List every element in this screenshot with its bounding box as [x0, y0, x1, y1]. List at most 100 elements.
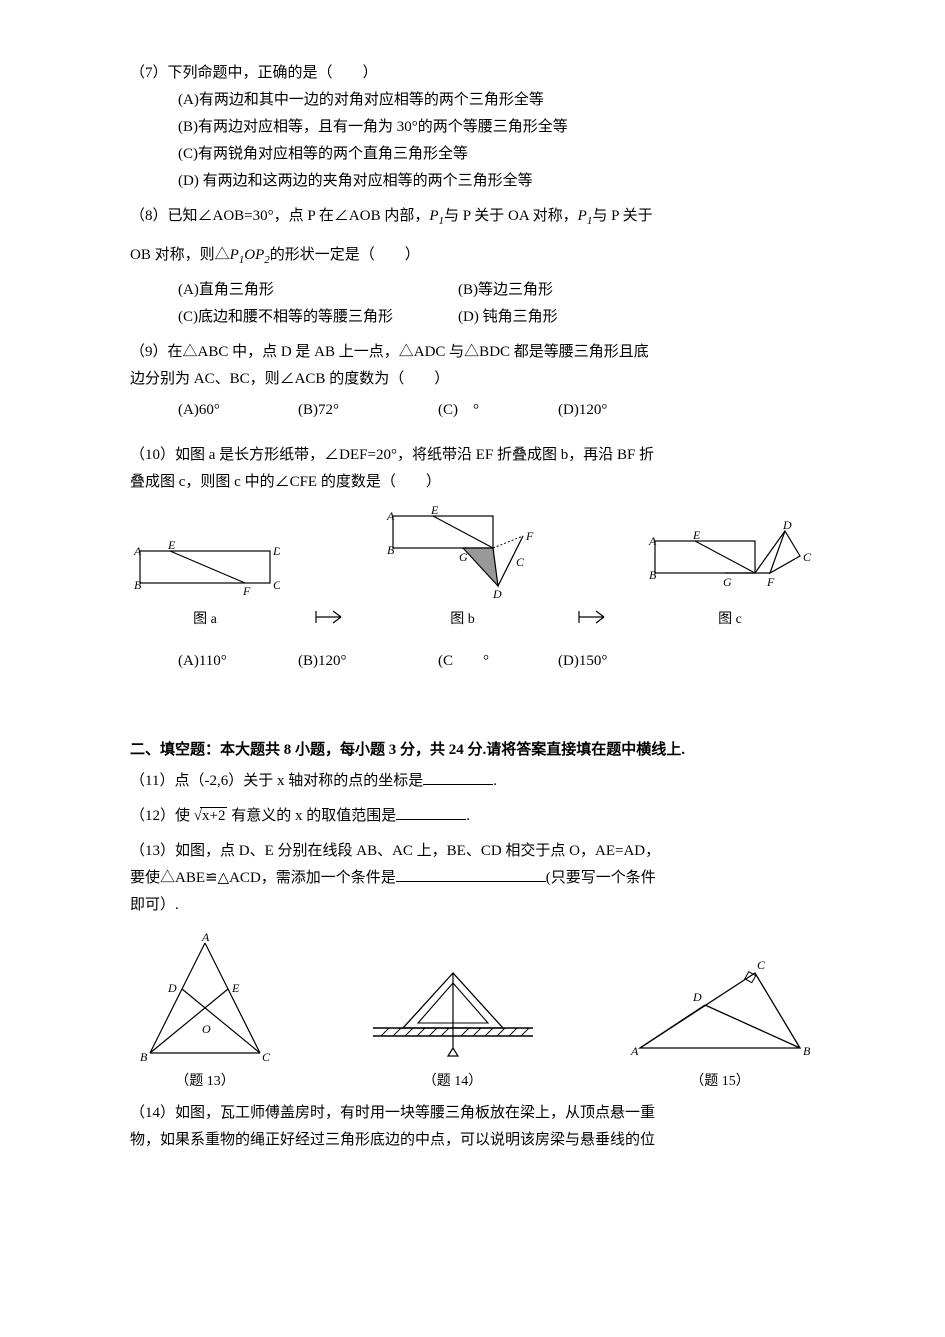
svg-text:B: B: [134, 578, 142, 592]
fig-a-label: 图 a: [130, 607, 280, 632]
q13-line2: 要使△ABE≌△ACD，需添加一个条件是(只要写一个条件: [130, 865, 815, 892]
svg-text:A: A: [648, 534, 657, 548]
q8-option-b: (B)等边三角形: [458, 277, 658, 304]
sqrt-inner: x+2: [200, 807, 227, 824]
svg-text:D: D: [692, 990, 702, 1004]
q10-option-c: (C °: [438, 648, 558, 675]
q8-line2-post: 的形状一定是（ ）: [270, 247, 420, 263]
figure-t13-svg: A D E O B C: [130, 933, 280, 1063]
fig-t15-label: （题 15）: [625, 1069, 815, 1094]
svg-text:C: C: [516, 555, 525, 569]
svg-text:A: A: [386, 509, 395, 523]
q7-option-d: (D) 有两边和这两边的夹角对应相等的两个三角形全等: [178, 168, 815, 195]
svg-text:D: D: [782, 521, 792, 532]
fig-t13-label: （题 13）: [130, 1069, 280, 1094]
q13-line3: 即可）.: [130, 892, 815, 919]
q12-blank: [396, 804, 466, 820]
svg-text:G: G: [459, 550, 468, 564]
q11-blank: [423, 769, 493, 785]
p1-var: P1: [429, 208, 444, 224]
figure-a-svg: A E D B F C: [130, 541, 280, 601]
q8-mid2: 与 P 关于: [592, 208, 652, 224]
q8-line2-pre: OB 对称，则△: [130, 247, 230, 263]
section-2-title: 二、填空题：本大题共 8 小题，每小题 3 分，共 24 分.请将答案直接填在题…: [130, 737, 815, 764]
figure-c: A E B G F C D 图 c: [645, 521, 815, 632]
q7-option-a: (A)有两边和其中一边的对角对应相等的两个三角形全等: [178, 87, 815, 114]
fig-c-label: 图 c: [645, 607, 815, 632]
q7-stem: （7）下列命题中，正确的是（ ）: [130, 60, 815, 87]
svg-text:A: A: [201, 933, 210, 944]
q9-option-b: (B)72°: [298, 397, 438, 424]
svg-text:F: F: [766, 575, 775, 589]
q8-line2: OB 对称，则△P1OP2的形状一定是（ ）: [130, 242, 815, 271]
q8-option-c: (C)底边和腰不相等的等腰三角形: [178, 304, 458, 331]
figures-13-14-15: A D E O B C （题 13）: [130, 933, 815, 1094]
q10-option-d: (D)150°: [558, 648, 678, 675]
q13-line1: （13）如图，点 D、E 分别在线段 AB、AC 上，BE、CD 相交于点 O，…: [130, 838, 815, 865]
svg-text:D: D: [492, 587, 502, 601]
q9-line2: 边分别为 AC、BC，则∠ACB 的度数为（ ）: [130, 366, 815, 393]
q12-post: .: [466, 808, 470, 824]
question-13: （13）如图，点 D、E 分别在线段 AB、AC 上，BE、CD 相交于点 O，…: [130, 838, 815, 919]
q7-option-b: (B)有两边对应相等，且有一角为 30°的两个等腰三角形全等: [178, 114, 815, 141]
svg-text:D: D: [272, 544, 280, 558]
q11-post: .: [493, 773, 497, 789]
svg-text:F: F: [242, 584, 251, 598]
question-8: （8）已知∠AOB=30°，点 P 在∠AOB 内部，P1与 P 关于 OA 对…: [130, 203, 815, 331]
svg-text:G: G: [723, 575, 732, 589]
q10-figures: A E D B F C 图 a A E B G: [130, 506, 815, 632]
q9-option-a: (A)60°: [178, 397, 298, 424]
svg-text:C: C: [262, 1050, 271, 1063]
svg-text:A: A: [630, 1044, 639, 1058]
arrow-2: [574, 602, 614, 632]
q8-line1: （8）已知∠AOB=30°，点 P 在∠AOB 内部，P1与 P 关于 OA 对…: [130, 203, 815, 232]
figure-t13: A D E O B C （题 13）: [130, 933, 280, 1094]
question-11: （11）点（-2,6）关于 x 轴对称的点的坐标是.: [130, 768, 815, 795]
q10-option-a: (A)110°: [178, 648, 298, 675]
p1-var-2: P1: [578, 208, 593, 224]
q9-option-d: (D)120°: [558, 397, 678, 424]
q10-line1: （10）如图 a 是长方形纸带，∠DEF=20°，将纸带沿 EF 折叠成图 b，…: [130, 442, 815, 469]
question-10: （10）如图 a 是长方形纸带，∠DEF=20°，将纸带沿 EF 折叠成图 b，…: [130, 442, 815, 675]
question-7: （7）下列命题中，正确的是（ ） (A)有两边和其中一边的对角对应相等的两个三角…: [130, 60, 815, 195]
q8-option-a: (A)直角三角形: [178, 277, 458, 304]
q8-option-d: (D) 钝角三角形: [458, 304, 658, 331]
figure-t14-svg: [363, 953, 543, 1063]
sqrt-icon: x+2: [194, 808, 228, 824]
figure-c-svg: A E B G F C D: [645, 521, 815, 601]
svg-text:C: C: [757, 958, 766, 972]
svg-text:D: D: [167, 981, 177, 995]
q14-line2: 物，如果系重物的绳正好经过三角形底边的中点，可以说明该房梁与悬垂线的位: [130, 1127, 815, 1154]
q12-pre: （12）使: [130, 808, 190, 824]
svg-text:C: C: [273, 578, 280, 592]
svg-text:C: C: [803, 550, 812, 564]
svg-text:B: B: [649, 568, 657, 582]
q8-stem-pre: （8）已知∠AOB=30°，点 P 在∠AOB 内部，: [130, 208, 429, 224]
fig-b-label: 图 b: [383, 607, 543, 632]
svg-text:E: E: [692, 528, 701, 542]
q10-line2: 叠成图 c，则图 c 中的∠CFE 的度数是（ ）: [130, 469, 815, 496]
q11-pre: （11）点（-2,6）关于 x 轴对称的点的坐标是: [130, 773, 423, 789]
arrow-1: [311, 602, 351, 632]
question-14: （14）如图，瓦工师傅盖房时，有时用一块等腰三角板放在梁上，从顶点悬一重 物，如…: [130, 1100, 815, 1154]
q14-line1: （14）如图，瓦工师傅盖房时，有时用一块等腰三角板放在梁上，从顶点悬一重: [130, 1100, 815, 1127]
svg-text:A: A: [133, 544, 142, 558]
fig-t14-label: （题 14）: [363, 1069, 543, 1094]
q9-option-c: (C) °: [438, 397, 558, 424]
figure-t14: （题 14）: [363, 953, 543, 1094]
figure-b: A E B G F C D 图 b: [383, 506, 543, 632]
q12-mid: 有意义的 x 的取值范围是: [231, 808, 396, 824]
q7-option-c: (C)有两锐角对应相等的两个直角三角形全等: [178, 141, 815, 168]
svg-text:B: B: [803, 1044, 811, 1058]
svg-text:F: F: [525, 529, 534, 543]
q10-option-b: (B)120°: [298, 648, 438, 675]
svg-text:E: E: [231, 981, 240, 995]
question-9: （9）在△ABC 中，点 D 是 AB 上一点，△ADC 与△BDC 都是等腰三…: [130, 339, 815, 424]
q13-blank: [396, 866, 546, 882]
question-12: （12）使 x+2 有意义的 x 的取值范围是.: [130, 803, 815, 830]
q13-line2-pre: 要使△ABE≌△ACD，需添加一个条件是: [130, 870, 396, 886]
svg-text:B: B: [140, 1050, 148, 1063]
q9-line1: （9）在△ABC 中，点 D 是 AB 上一点，△ADC 与△BDC 都是等腰三…: [130, 339, 815, 366]
svg-text:O: O: [202, 1022, 211, 1036]
figure-b-svg: A E B G F C D: [383, 506, 543, 601]
